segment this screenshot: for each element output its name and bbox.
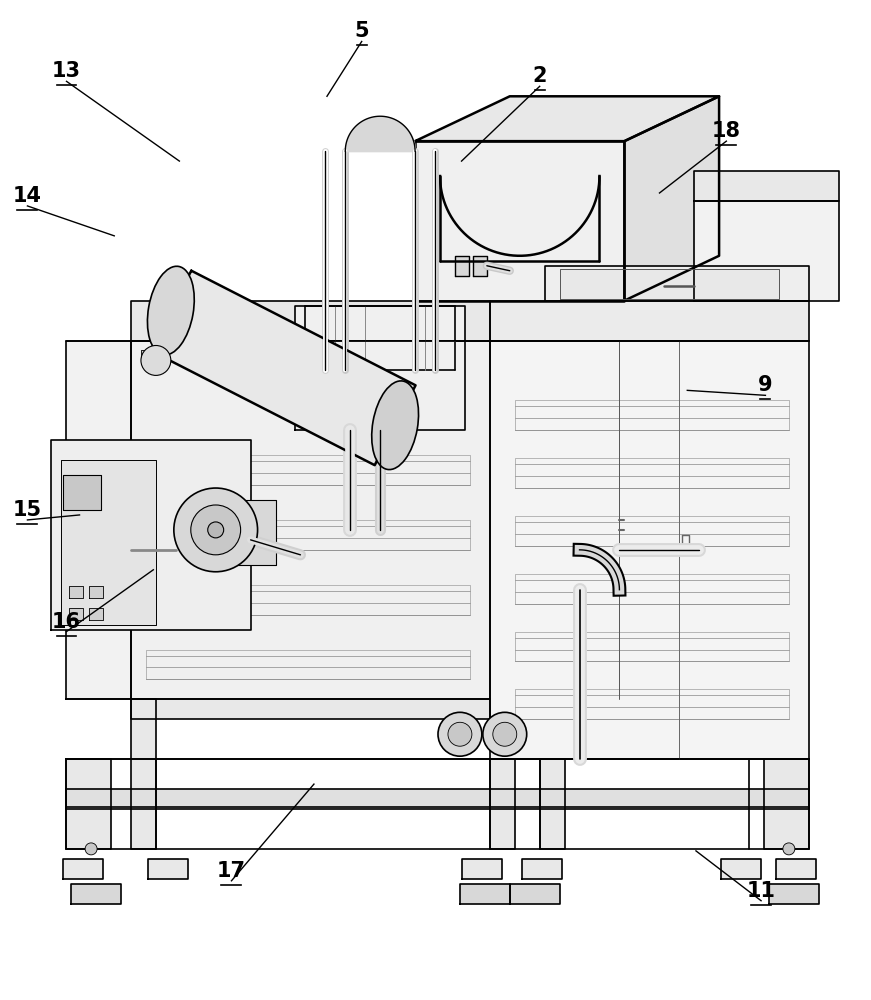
Ellipse shape	[147, 266, 194, 355]
Polygon shape	[236, 500, 275, 565]
Polygon shape	[415, 96, 719, 141]
Polygon shape	[776, 859, 816, 879]
Polygon shape	[510, 884, 559, 904]
Polygon shape	[61, 460, 156, 625]
Polygon shape	[490, 301, 809, 341]
Polygon shape	[131, 301, 490, 341]
Polygon shape	[89, 608, 103, 620]
Polygon shape	[522, 859, 562, 879]
Polygon shape	[64, 859, 103, 879]
Circle shape	[141, 345, 171, 375]
Polygon shape	[625, 96, 719, 301]
Circle shape	[493, 722, 517, 746]
Circle shape	[85, 843, 97, 855]
Polygon shape	[66, 789, 809, 809]
Polygon shape	[64, 475, 101, 510]
Polygon shape	[141, 350, 176, 360]
Text: 5: 5	[354, 21, 369, 41]
Polygon shape	[559, 269, 779, 299]
Polygon shape	[151, 271, 415, 465]
Text: 11: 11	[746, 881, 775, 901]
Circle shape	[438, 712, 482, 756]
Circle shape	[448, 722, 472, 746]
Polygon shape	[131, 699, 490, 719]
Circle shape	[191, 505, 240, 555]
Text: 18: 18	[712, 121, 741, 141]
Polygon shape	[89, 586, 103, 598]
Polygon shape	[769, 884, 819, 904]
Ellipse shape	[372, 381, 419, 470]
Text: 2: 2	[532, 66, 547, 86]
Polygon shape	[764, 759, 809, 849]
Text: 9: 9	[758, 375, 773, 395]
Polygon shape	[51, 440, 251, 630]
Text: 14: 14	[13, 186, 42, 206]
Circle shape	[174, 488, 258, 572]
Polygon shape	[131, 699, 156, 849]
Polygon shape	[71, 884, 121, 904]
Polygon shape	[131, 341, 490, 699]
Polygon shape	[721, 859, 761, 879]
Circle shape	[483, 712, 527, 756]
Polygon shape	[69, 608, 83, 620]
Text: 17: 17	[217, 861, 246, 881]
Polygon shape	[295, 306, 465, 430]
Polygon shape	[148, 859, 188, 879]
Polygon shape	[66, 759, 111, 849]
Polygon shape	[473, 256, 487, 276]
Polygon shape	[544, 266, 809, 301]
Polygon shape	[66, 341, 131, 699]
Polygon shape	[69, 586, 83, 598]
Polygon shape	[490, 341, 809, 759]
Polygon shape	[455, 256, 469, 276]
Text: 16: 16	[52, 612, 81, 632]
Text: 13: 13	[52, 61, 81, 81]
Text: 15: 15	[13, 500, 42, 520]
Polygon shape	[694, 201, 839, 301]
Polygon shape	[415, 141, 625, 301]
Circle shape	[207, 522, 224, 538]
Circle shape	[783, 843, 795, 855]
Polygon shape	[694, 171, 839, 201]
Polygon shape	[462, 859, 502, 879]
Polygon shape	[460, 884, 510, 904]
Polygon shape	[540, 759, 564, 849]
Polygon shape	[490, 759, 515, 849]
